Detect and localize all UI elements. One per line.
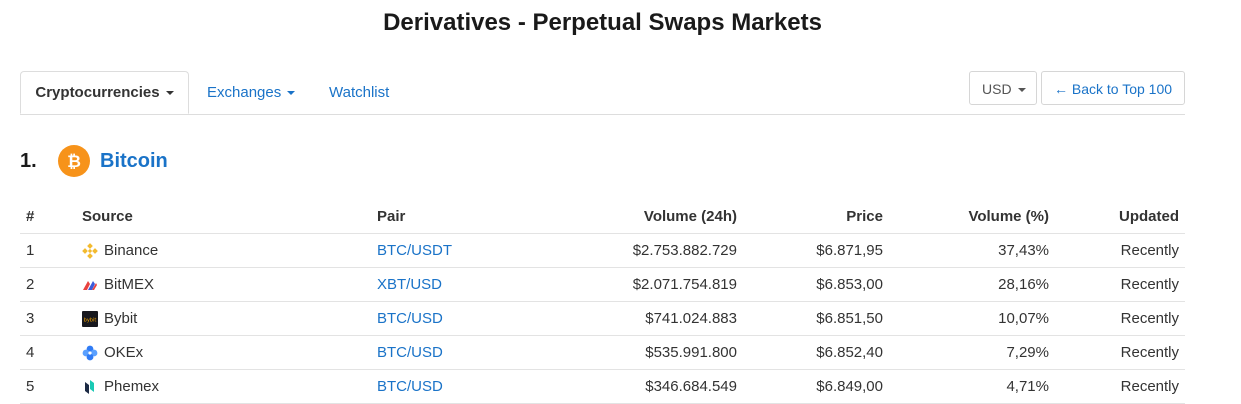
row-volume-24h: $535.991.800 xyxy=(541,335,743,370)
row-volume-pct: 28,16% xyxy=(889,267,1055,302)
row-updated: Recently xyxy=(1055,267,1185,302)
row-source: BitMEX xyxy=(76,267,371,302)
page-title: Derivatives - Perpetual Swaps Markets xyxy=(383,9,822,36)
row-rank: 3 xyxy=(20,301,76,336)
exchange-name: Phemex xyxy=(104,378,160,395)
tab-label: Exchanges xyxy=(207,84,282,101)
row-source: OKEx xyxy=(76,335,371,370)
tab-label: Cryptocurrencies xyxy=(35,84,160,101)
coin-heading: 1. ₿ Bitcoin xyxy=(20,145,168,177)
header-updated: Updated xyxy=(1055,200,1185,234)
svg-text:bybit: bybit xyxy=(84,317,97,323)
row-rank: 5 xyxy=(20,369,76,404)
row-price: $6.851,50 xyxy=(743,301,889,336)
nav-tabs: Cryptocurrencies Exchanges Watchlist xyxy=(20,71,1185,115)
markets-table: # Source Pair Volume (24h) Price Volume … xyxy=(20,200,1185,404)
row-price: $6.871,95 xyxy=(743,233,889,268)
table-header-row: # Source Pair Volume (24h) Price Volume … xyxy=(20,200,1185,234)
header-rank: # xyxy=(20,200,76,234)
row-source: Binance xyxy=(76,233,371,268)
exchange-name: OKEx xyxy=(104,344,144,361)
caret-down-icon xyxy=(1017,88,1026,93)
table-row: 5 Phemex BTC/USD $346.684.549 $6.849,00 … xyxy=(20,369,1185,404)
exchange-name: BitMEX xyxy=(104,276,155,293)
back-to-top-100-button[interactable]: ← Back to Top 100 xyxy=(1041,71,1185,105)
tab-exchanges[interactable]: Exchanges xyxy=(207,71,296,114)
caret-down-icon xyxy=(165,91,174,96)
row-volume-24h: $346.684.549 xyxy=(541,369,743,404)
row-updated: Recently xyxy=(1055,233,1185,268)
row-price: $6.849,00 xyxy=(743,369,889,404)
table-row: 1 Binance BTC/USDT $2.753.882.729 $6.871… xyxy=(20,233,1185,268)
bitmex-icon xyxy=(83,280,97,290)
row-rank: 4 xyxy=(20,335,76,370)
row-volume-pct: 10,07% xyxy=(889,301,1055,336)
row-updated: Recently xyxy=(1055,369,1185,404)
row-rank: 1 xyxy=(20,233,76,268)
row-price: $6.853,00 xyxy=(743,267,889,302)
row-volume-pct: 37,43% xyxy=(889,233,1055,268)
coin-name-link[interactable]: Bitcoin xyxy=(100,149,168,172)
exchange-name: Binance xyxy=(104,242,159,259)
tab-watchlist[interactable]: Watchlist xyxy=(329,71,389,114)
table-row: 3 bybit Bybit BTC/USD $741.024.883 $6.85… xyxy=(20,301,1185,336)
tab-cryptocurrencies[interactable]: Cryptocurrencies xyxy=(20,71,189,114)
row-pair[interactable]: BTC/USDT xyxy=(371,233,541,268)
table-row: 4 OKEx BTC/USD $535.991.800 $6.852,40 7,… xyxy=(20,335,1185,370)
currency-value: USD xyxy=(982,81,1012,97)
row-volume-24h: $2.753.882.729 xyxy=(541,233,743,268)
row-volume-pct: 4,71% xyxy=(889,369,1055,404)
row-pair[interactable]: XBT/USD xyxy=(371,267,541,302)
header-volume-pct: Volume (%) xyxy=(889,200,1055,234)
row-volume-pct: 7,29% xyxy=(889,335,1055,370)
table-row: 2 BitMEX XBT/USD $2.071.754.819 $6.853,0… xyxy=(20,267,1185,302)
coin-rank: 1. xyxy=(20,149,37,172)
okex-icon xyxy=(82,345,98,360)
header-price: Price xyxy=(743,200,889,234)
row-updated: Recently xyxy=(1055,335,1185,370)
header-source: Source xyxy=(76,200,371,234)
row-pair[interactable]: BTC/USD xyxy=(371,301,541,336)
bybit-icon: bybit xyxy=(82,310,98,327)
row-volume-24h: $2.071.754.819 xyxy=(541,267,743,302)
tab-label: Watchlist xyxy=(329,84,390,101)
row-rank: 2 xyxy=(20,267,76,302)
row-pair[interactable]: BTC/USD xyxy=(371,335,541,370)
row-source: Phemex xyxy=(76,369,371,404)
row-volume-24h: $741.024.883 xyxy=(541,301,743,336)
phemex-icon xyxy=(85,379,94,394)
binance-icon xyxy=(82,242,98,259)
row-updated: Recently xyxy=(1055,301,1185,336)
svg-text:₿: ₿ xyxy=(67,152,81,171)
header-pair: Pair xyxy=(371,200,541,234)
row-price: $6.852,40 xyxy=(743,335,889,370)
bitcoin-icon: ₿ xyxy=(58,145,90,177)
row-source: bybit Bybit xyxy=(76,301,371,336)
caret-down-icon xyxy=(287,91,296,96)
header-volume-24h: Volume (24h) xyxy=(541,200,743,234)
row-pair[interactable]: BTC/USD xyxy=(371,369,541,404)
exchange-name: Bybit xyxy=(104,310,138,327)
currency-select[interactable]: USD xyxy=(969,71,1037,105)
